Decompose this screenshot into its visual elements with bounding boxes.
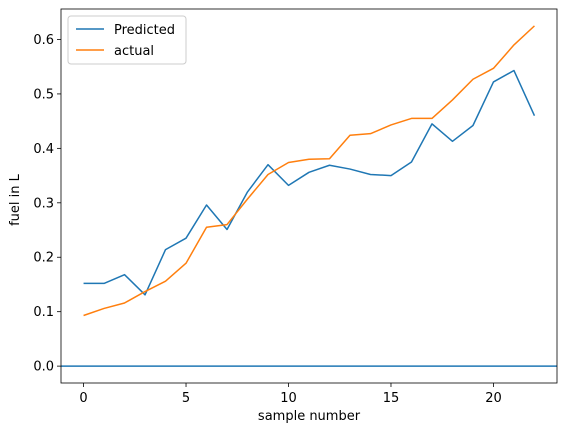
legend: Predicted actual [67,15,187,65]
x-tick-label: 15 [383,391,400,406]
legend-label-predicted: Predicted [114,23,175,38]
y-tick-label: 0.2 [33,251,54,266]
y-axis-label: fuel in L [8,173,23,226]
x-axis-label: sample number [258,409,361,424]
y-tick-label: 0.5 [33,87,54,102]
x-tick-label: 10 [280,391,297,406]
y-tick-label: 0.6 [33,33,54,48]
x-tick-label: 20 [485,391,502,406]
y-tick-label: 0.0 [33,360,54,375]
series-line-actual [83,25,535,317]
y-tick-label: 0.1 [33,305,54,320]
axes-frame [60,8,558,384]
series-line-predicted [83,69,536,296]
legend-label-actual: actual [114,44,154,59]
plot-area [61,25,557,367]
y-tick-label: 0.3 [33,196,54,211]
axes: 0 5 10 15 20 0.0 0.1 0.2 0.3 0.4 0.5 0.6 [33,8,558,406]
x-tick-label: 0 [79,391,87,406]
x-tick-label: 5 [182,391,190,406]
legend-box [67,15,187,65]
y-tick-label: 0.4 [33,142,54,157]
